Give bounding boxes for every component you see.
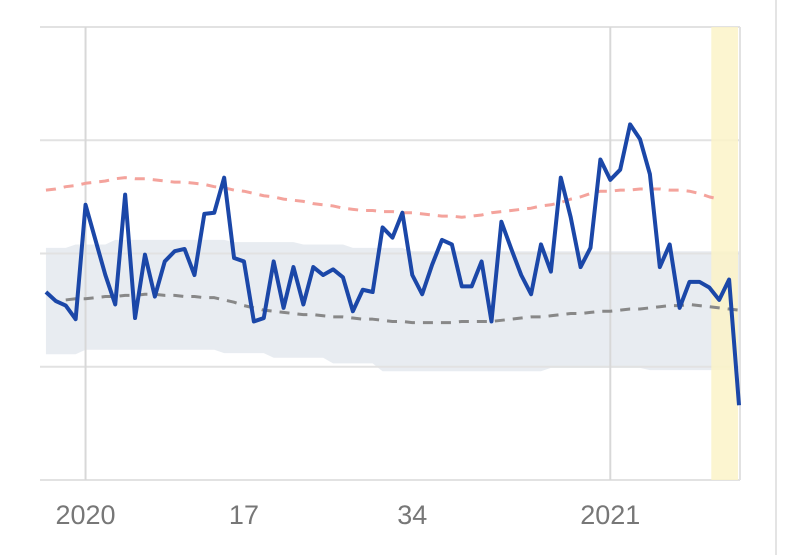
x-tick-label: 2020	[56, 500, 116, 530]
highlight-region	[711, 27, 739, 480]
series-line	[45, 176, 720, 219]
x-tick-label: 34	[397, 500, 427, 530]
x-tick-label: 17	[229, 500, 259, 530]
x-tick-label: 2021	[580, 500, 640, 530]
series-line	[44, 122, 742, 406]
confidence-band	[45, 239, 740, 372]
series-line	[65, 292, 740, 325]
